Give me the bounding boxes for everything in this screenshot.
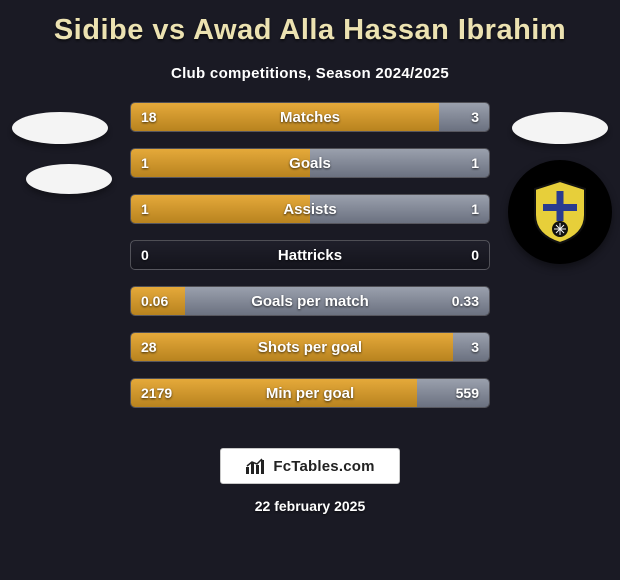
player-left-photo-placeholder — [12, 112, 108, 144]
stat-label: Hattricks — [131, 241, 489, 269]
stat-bar-row: 283Shots per goal — [130, 332, 490, 362]
stat-bar-row: 0.060.33Goals per match — [130, 286, 490, 316]
stat-bar-row: 00Hattricks — [130, 240, 490, 270]
player-right-photo-placeholder — [512, 112, 608, 144]
footer-brand-badge: FcTables.com — [220, 448, 400, 484]
stat-label: Goals — [131, 149, 489, 177]
player-left-club-placeholder — [26, 164, 112, 194]
shield-icon — [531, 179, 589, 245]
page-title: Sidibe vs Awad Alla Hassan Ibrahim — [0, 0, 620, 47]
stat-bar-row: 2179559Min per goal — [130, 378, 490, 408]
stat-label: Min per goal — [131, 379, 489, 407]
stat-bar-row: 183Matches — [130, 102, 490, 132]
comparison-stage: 183Matches 11Goals 11Assists 00Hattricks 0.0… — [0, 102, 620, 432]
stat-bars: 183Matches 11Goals 11Assists 00Hattricks 0.0… — [130, 102, 490, 424]
stat-label: Shots per goal — [131, 333, 489, 361]
subtitle: Club competitions, Season 2024/2025 — [0, 65, 620, 82]
footer-brand-text: FcTables.com — [273, 458, 374, 475]
stat-bar-row: 11Goals — [130, 148, 490, 178]
footer-date: 22 february 2025 — [0, 498, 620, 514]
stat-label: Assists — [131, 195, 489, 223]
stat-label: Matches — [131, 103, 489, 131]
stat-label: Goals per match — [131, 287, 489, 315]
player-right-club-badge — [508, 160, 612, 264]
stat-bar-row: 11Assists — [130, 194, 490, 224]
chart-icon — [245, 457, 267, 475]
